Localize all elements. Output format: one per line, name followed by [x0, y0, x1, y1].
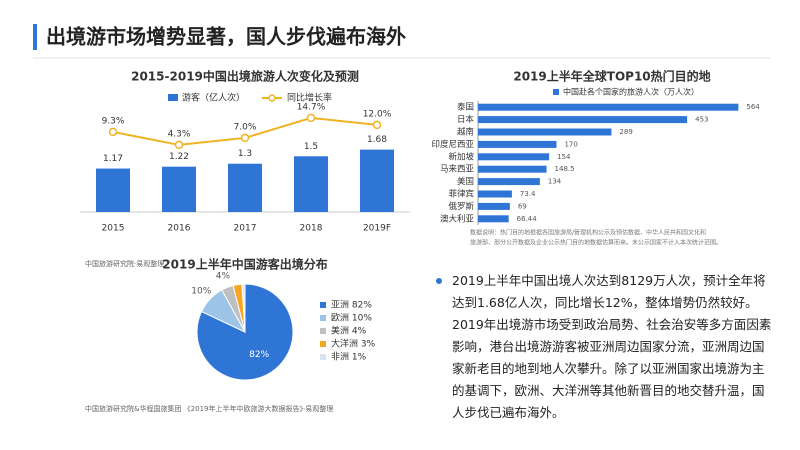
y-tick-label: 新加坡: [448, 151, 474, 162]
bar: [478, 116, 688, 124]
bullet: [436, 278, 442, 284]
bar: [162, 166, 196, 212]
legend-swatch: [320, 302, 326, 308]
bar-label: 148.5: [555, 165, 575, 173]
legend-swatch: [320, 341, 326, 347]
note: 旅游部、部分公开数据及企业公示热门目的地数据估算而来。未公示国家不计入本次统计范…: [470, 239, 722, 247]
y-tick-label: 日本: [457, 114, 475, 125]
slice-label: 4%: [216, 272, 231, 282]
y-tick-label: 澳大利亚: [440, 213, 475, 224]
y-tick-label: 菲律宾: [448, 189, 474, 200]
source: 中国旅游研究院&华程国旅集团 《2019年上半年中欧旅游大数据报告》·易观整理: [85, 404, 333, 413]
line-label: 12.0%: [363, 109, 392, 119]
y-tick-label: 越南: [457, 127, 474, 138]
bar-label: 73.4: [520, 190, 536, 198]
bar: [96, 168, 130, 212]
legend-swatch: [268, 94, 276, 102]
legend-label: 中国赴各个国家的旅游人次（万人次）: [563, 87, 699, 97]
bar: [294, 156, 328, 212]
line-marker: [108, 127, 118, 137]
bar: [478, 202, 510, 210]
bar: [478, 103, 739, 111]
bar: [360, 149, 394, 212]
slice-label: 10%: [191, 286, 211, 296]
y-tick-label: 美国: [457, 176, 474, 187]
bar: [478, 140, 557, 148]
legend-label: 亚洲 82%: [331, 300, 372, 311]
x-tick-label: 2016: [168, 224, 191, 234]
x-tick-label: 2017: [234, 224, 257, 234]
bar: [478, 178, 540, 186]
y-tick-label: 马来西亚: [440, 165, 475, 175]
legend-label: 游客（亿人次）: [182, 92, 245, 104]
bar-label: 1.68: [367, 135, 387, 145]
slide-title: 出境游市场增势显著，国人步伐遍布海外: [46, 25, 406, 49]
chart-title: 2015-2019中国出境旅游人次变化及预测: [131, 69, 359, 84]
legend-label: 大洋洲 3%: [331, 338, 376, 350]
legend-swatch: [168, 94, 178, 101]
pie-slice: [241, 283, 246, 333]
legend-swatch: [320, 328, 326, 334]
line-label: 7.0%: [234, 122, 257, 132]
x-tick-label: 2018: [300, 224, 323, 234]
legend-swatch: [553, 89, 559, 95]
legend-label: 欧洲 10%: [331, 312, 372, 324]
line-marker: [240, 133, 250, 143]
line-marker: [174, 140, 184, 150]
legend-label: 非洲 1%: [331, 351, 367, 363]
slice-label: 82%: [249, 350, 269, 360]
x-tick-label: 2019F: [363, 224, 391, 234]
legend-label: 同比增长率: [287, 92, 332, 104]
bar: [478, 153, 550, 161]
bar: [478, 215, 509, 223]
chart-title: 2019上半年全球TOP10热门目的地: [513, 69, 710, 84]
bar-label: 289: [619, 128, 632, 136]
bar: [228, 163, 262, 212]
y-tick-label: 印度尼西亚: [431, 139, 474, 150]
chart-title: 2019上半年中国游客出境分布: [162, 257, 327, 272]
paragraph: 2019上半年中国出境人次达到8129万人次，预计全年将达到1.68亿人次，同比…: [452, 273, 772, 420]
title-accent: [33, 24, 37, 50]
line-label: 4.3%: [168, 129, 191, 139]
bar-label: 1.5: [304, 142, 318, 152]
y-tick-label: 俄罗斯: [448, 201, 474, 212]
line-marker: [306, 113, 316, 123]
bar-label: 564: [746, 103, 760, 111]
legend-label: 美洲 4%: [331, 325, 367, 337]
bar-label: 66.44: [517, 215, 538, 223]
note: 数据说明：热门目的地根据各国旅游局/管理机构公示及预估数据、中华人民共和国文化和: [470, 229, 706, 237]
line-marker: [372, 120, 382, 130]
bar: [478, 190, 512, 198]
source: 中国旅游研究院·易观整理: [85, 259, 164, 268]
bar-label: 69: [518, 202, 527, 210]
bar-label: 1.17: [103, 154, 123, 164]
bar-label: 154: [557, 153, 571, 161]
bar: [478, 128, 612, 136]
line-label: 14.7%: [297, 102, 326, 112]
bar-label: 170: [564, 140, 577, 148]
bar: [478, 165, 547, 173]
legend-swatch: [320, 354, 326, 360]
bar-label: 134: [548, 178, 562, 186]
legend-swatch: [320, 315, 326, 321]
bar-label: 1.3: [238, 149, 252, 159]
x-tick-label: 2015: [102, 224, 125, 234]
y-tick-label: 泰国: [457, 102, 474, 113]
line-label: 9.3%: [102, 116, 125, 126]
bar-label: 453: [695, 116, 708, 124]
bar-label: 1.22: [169, 152, 189, 162]
